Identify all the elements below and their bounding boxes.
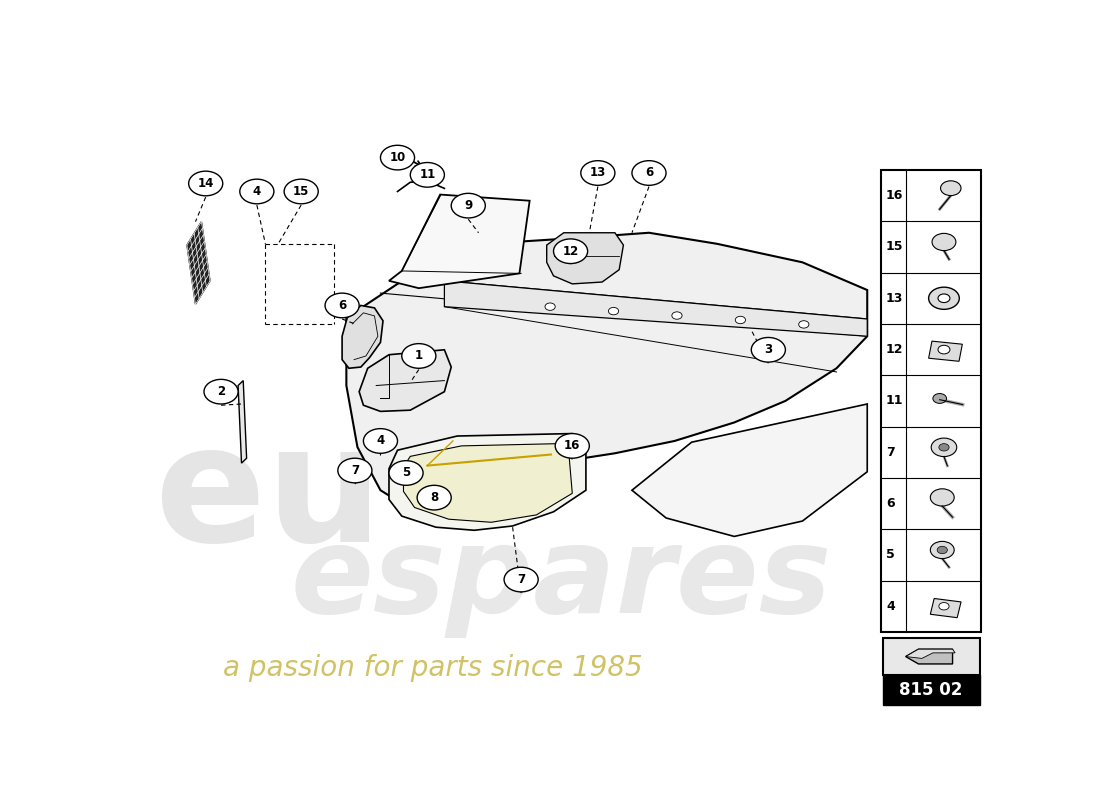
Text: 10: 10 [389,151,406,164]
Circle shape [338,458,372,483]
Polygon shape [389,194,530,288]
Text: a passion for parts since 1985: a passion for parts since 1985 [222,654,642,682]
Polygon shape [238,381,246,463]
Text: 6: 6 [338,299,346,312]
Text: 12: 12 [886,343,903,356]
Circle shape [204,379,238,404]
Circle shape [631,161,666,186]
Bar [928,341,962,362]
Circle shape [938,294,950,302]
Polygon shape [187,222,210,304]
Circle shape [402,344,436,368]
Circle shape [581,161,615,186]
Circle shape [189,171,222,196]
Polygon shape [342,306,383,368]
Text: 14: 14 [198,177,213,190]
Text: 11: 11 [886,394,903,407]
Text: 13: 13 [590,166,606,179]
Circle shape [937,546,947,554]
Text: 11: 11 [419,168,436,182]
Bar [881,170,981,632]
Text: 16: 16 [564,439,581,452]
Bar [931,598,961,618]
Circle shape [504,567,538,592]
Circle shape [735,316,746,324]
Circle shape [240,179,274,204]
Text: 16: 16 [886,189,903,202]
Text: 6: 6 [886,497,894,510]
Text: 2: 2 [217,385,226,398]
Bar [882,675,980,705]
Polygon shape [346,233,867,509]
Circle shape [933,394,946,403]
Circle shape [284,179,318,204]
Text: 1: 1 [415,350,422,362]
Text: 8: 8 [430,491,438,504]
Circle shape [940,181,961,195]
Text: 6: 6 [645,166,653,179]
Polygon shape [444,281,867,336]
Circle shape [938,346,950,354]
Circle shape [556,434,590,458]
Text: 4: 4 [253,185,261,198]
Text: 5: 5 [402,466,410,479]
Text: 4: 4 [376,434,385,447]
Text: 815 02: 815 02 [900,681,962,699]
Polygon shape [547,233,624,284]
Text: 15: 15 [886,241,903,254]
Circle shape [931,542,954,558]
Text: 12: 12 [562,245,579,258]
Circle shape [553,239,587,263]
Text: eu: eu [154,418,383,577]
Circle shape [932,234,956,250]
Text: 9: 9 [464,199,472,212]
Circle shape [932,438,957,457]
Polygon shape [905,649,953,664]
Text: 5: 5 [886,549,894,562]
Circle shape [751,338,785,362]
Polygon shape [389,434,586,530]
Text: 13: 13 [886,292,903,305]
Circle shape [417,486,451,510]
Text: 4: 4 [886,600,894,613]
Circle shape [326,293,360,318]
Text: 3: 3 [764,343,772,356]
Text: 15: 15 [293,185,309,198]
Text: 7: 7 [517,573,525,586]
Text: 7: 7 [886,446,894,458]
Polygon shape [359,350,451,411]
Circle shape [363,429,397,454]
Circle shape [410,162,444,187]
Circle shape [451,194,485,218]
Circle shape [938,444,949,451]
Circle shape [672,312,682,319]
Circle shape [799,321,808,328]
Circle shape [931,489,954,506]
Polygon shape [404,443,572,522]
Circle shape [544,303,556,310]
Text: espares: espares [290,521,833,638]
Circle shape [389,461,424,486]
Circle shape [381,146,415,170]
Polygon shape [905,649,955,658]
Circle shape [938,602,949,610]
Bar [882,638,980,675]
Circle shape [928,287,959,310]
Polygon shape [631,404,867,537]
Text: 7: 7 [351,464,359,477]
Circle shape [608,307,618,315]
